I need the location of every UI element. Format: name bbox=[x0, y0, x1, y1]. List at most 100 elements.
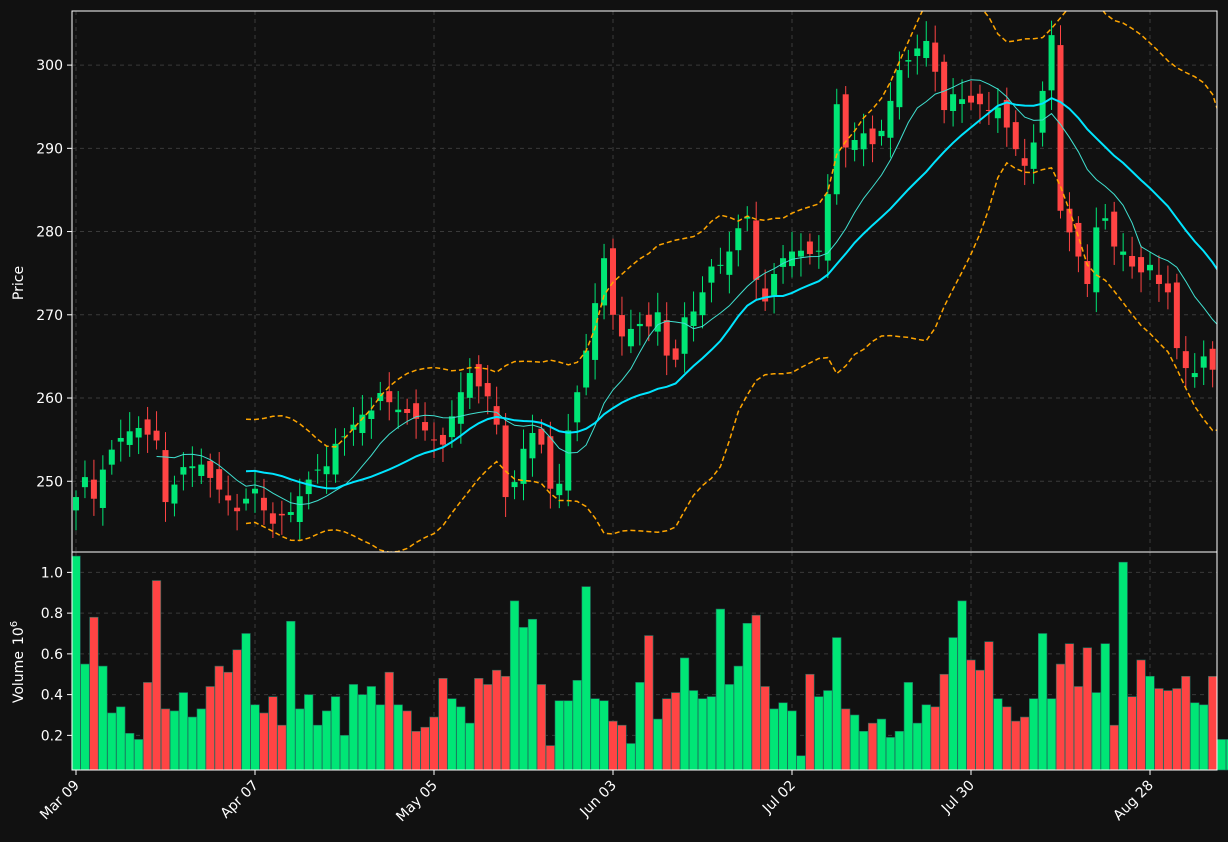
volume-tick-label: 0.2 bbox=[41, 728, 63, 744]
candle-body bbox=[878, 130, 885, 137]
candle-body bbox=[225, 495, 232, 501]
volume-bar bbox=[975, 669, 985, 771]
volume-bar bbox=[474, 678, 484, 771]
candle-body bbox=[1066, 208, 1073, 233]
candle-body bbox=[565, 430, 572, 491]
volume-bar bbox=[903, 682, 913, 771]
candle-body bbox=[502, 425, 509, 498]
volume-bar bbox=[1217, 739, 1227, 771]
candle-body bbox=[1048, 35, 1055, 91]
volume-bar bbox=[366, 686, 376, 771]
volume-bar bbox=[679, 657, 690, 771]
volume-bar bbox=[554, 700, 564, 771]
volume-bar bbox=[465, 722, 475, 771]
volume-bar bbox=[671, 692, 681, 771]
volume-bar bbox=[187, 716, 197, 771]
candle-body bbox=[932, 42, 939, 72]
volume-bar bbox=[447, 698, 457, 771]
volume-bar bbox=[957, 600, 967, 771]
candle-body bbox=[985, 109, 992, 111]
candle-body bbox=[1030, 142, 1037, 169]
candle-body bbox=[439, 434, 446, 445]
volume-bar bbox=[527, 618, 538, 771]
price-tick-label: 290 bbox=[36, 141, 63, 157]
volume-bar bbox=[876, 718, 887, 771]
candle-body bbox=[1012, 122, 1019, 150]
volume-bar bbox=[1163, 690, 1173, 771]
ma-slow-line bbox=[245, 96, 1217, 490]
candle-body bbox=[959, 99, 966, 104]
candle-body bbox=[753, 220, 760, 280]
volume-bar bbox=[912, 722, 922, 771]
volume-bar bbox=[214, 665, 224, 771]
candle-body bbox=[189, 466, 196, 469]
candle-body bbox=[404, 408, 411, 414]
candle-body bbox=[699, 292, 706, 316]
volume-bar bbox=[1073, 686, 1083, 771]
candle-body bbox=[1003, 99, 1010, 128]
candle-body bbox=[386, 391, 393, 403]
candle-body bbox=[99, 469, 106, 508]
candle-body bbox=[162, 450, 169, 503]
candle-body bbox=[645, 314, 652, 327]
volume-bar bbox=[429, 716, 439, 771]
candle-body bbox=[359, 414, 366, 434]
candle-body bbox=[377, 393, 384, 402]
candle-body bbox=[1138, 257, 1145, 273]
volume-bar bbox=[178, 692, 189, 771]
candle-body bbox=[941, 61, 948, 111]
candle-body bbox=[860, 133, 867, 150]
volume-bar bbox=[402, 710, 412, 771]
volume-bar bbox=[563, 700, 573, 771]
candle-body bbox=[448, 416, 455, 438]
candle-body bbox=[252, 488, 258, 494]
volume-bar bbox=[393, 704, 403, 771]
volume-bar bbox=[339, 735, 350, 771]
volume-bar bbox=[241, 633, 251, 771]
ma-fast-line bbox=[156, 79, 1217, 506]
volume-bar bbox=[492, 669, 502, 771]
volume-bar bbox=[814, 696, 824, 771]
candle-body bbox=[815, 250, 822, 252]
candle-body bbox=[260, 497, 267, 511]
candle-body bbox=[135, 427, 142, 438]
candle-body bbox=[735, 228, 742, 251]
price-tick-label: 260 bbox=[36, 391, 63, 407]
candle-body bbox=[73, 497, 79, 511]
candle-body bbox=[1164, 283, 1171, 293]
volume-bar bbox=[116, 706, 126, 771]
volume-bar bbox=[742, 623, 752, 771]
price-tick-label: 300 bbox=[36, 58, 63, 74]
volume-bar bbox=[841, 708, 851, 771]
volume-bar bbox=[885, 737, 896, 771]
candle-body bbox=[672, 348, 679, 360]
volume-bar bbox=[724, 684, 734, 771]
volume-bar bbox=[295, 708, 305, 771]
candle-body bbox=[529, 432, 536, 459]
candle-body bbox=[1021, 158, 1028, 166]
candle-body bbox=[583, 350, 590, 388]
candle-body bbox=[287, 512, 294, 515]
volume-bar bbox=[268, 696, 278, 771]
candle-body bbox=[1102, 218, 1109, 221]
volume-bar bbox=[787, 710, 797, 771]
candle-body bbox=[90, 479, 97, 499]
volume-bar bbox=[921, 704, 931, 771]
volume-axis-title: Volume 106 bbox=[9, 621, 27, 703]
candle-body bbox=[869, 128, 876, 145]
candle-body bbox=[511, 482, 518, 488]
volume-bar bbox=[644, 635, 654, 771]
volume-bar bbox=[894, 730, 904, 771]
candle-body bbox=[851, 140, 858, 150]
volume-bar bbox=[125, 733, 135, 771]
candle-body bbox=[153, 430, 160, 441]
volume-bar bbox=[456, 706, 466, 771]
candle-body bbox=[180, 467, 187, 475]
volume-bar bbox=[706, 696, 717, 771]
candle-body bbox=[126, 431, 133, 445]
candle-body bbox=[395, 409, 402, 413]
volume-bar bbox=[1020, 716, 1030, 771]
volume-bar bbox=[545, 745, 555, 771]
candle-body bbox=[1093, 227, 1100, 293]
